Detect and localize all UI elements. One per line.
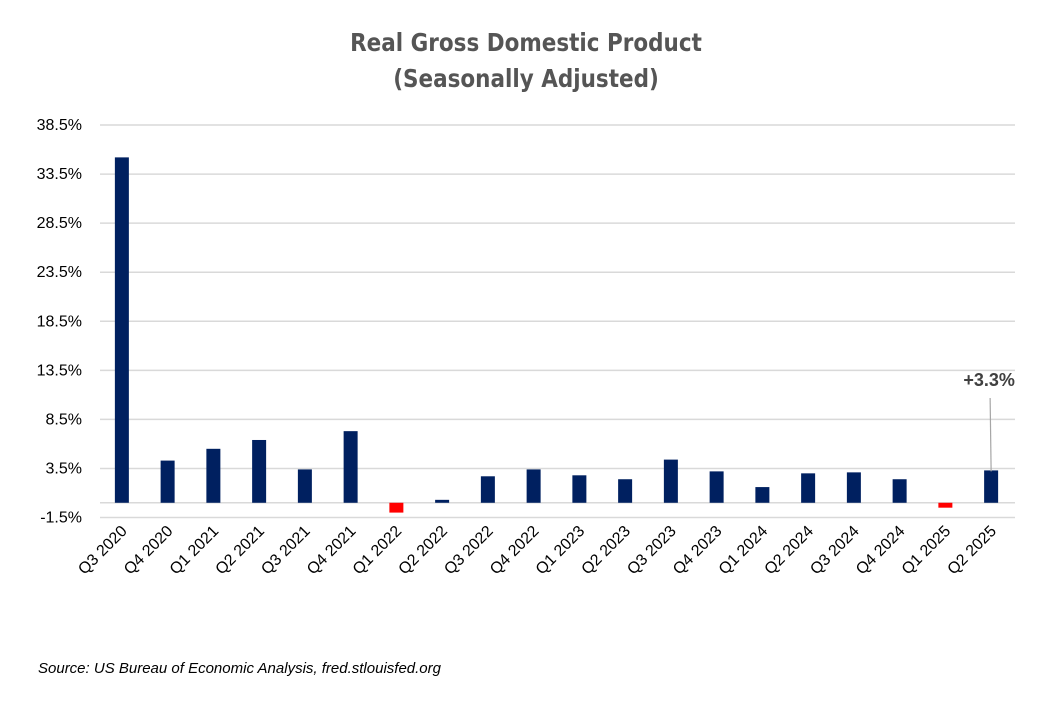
bar [297, 469, 312, 503]
bar [618, 479, 633, 503]
y-tick-label: 38.5% [37, 117, 82, 134]
x-tick-label: Q4 2022 [487, 523, 542, 578]
x-tick-label: Q4 2021 [304, 523, 359, 578]
y-tick-label: 23.5% [37, 264, 82, 281]
x-tick-label: Q2 2022 [396, 523, 451, 578]
y-tick-label: 28.5% [37, 215, 82, 232]
x-tick-label: Q2 2024 [762, 523, 817, 578]
y-tick-label: 33.5% [37, 166, 82, 183]
bar [663, 459, 678, 503]
bar [892, 479, 907, 503]
bar [252, 439, 267, 503]
source-note: Source: US Bureau of Economic Analysis, … [38, 660, 441, 677]
annotation-leader [989, 397, 992, 472]
x-tick-label: Q4 2020 [121, 523, 176, 578]
annotation-label: +3.3% [963, 370, 1015, 390]
x-tick-label: Q1 2024 [716, 523, 771, 578]
x-tick-label: Q4 2023 [670, 523, 725, 578]
bar [984, 470, 999, 503]
x-tick-label: Q1 2023 [533, 523, 588, 578]
x-tick-label: Q4 2024 [853, 523, 908, 578]
x-tick-label: Q1 2025 [899, 523, 954, 578]
y-tick-label: 18.5% [37, 313, 82, 330]
bar [572, 475, 587, 503]
x-tick-label: Q3 2023 [624, 523, 679, 578]
x-tick-label: Q2 2023 [579, 523, 634, 578]
bar [389, 502, 404, 513]
bar [435, 499, 450, 503]
bar [801, 473, 816, 503]
x-tick-label: Q3 2020 [75, 523, 130, 578]
bar [938, 502, 953, 508]
chart-title: Real Gross Domestic Product [350, 28, 702, 57]
bar [526, 469, 541, 503]
y-tick-label: 8.5% [46, 411, 82, 428]
bar [709, 471, 724, 503]
bar [206, 448, 221, 503]
x-tick-label: Q1 2021 [167, 523, 222, 578]
x-tick-label: Q3 2022 [441, 523, 496, 578]
y-tick-label: 3.5% [46, 460, 82, 477]
bar [343, 431, 358, 503]
x-tick-label: Q3 2024 [807, 523, 862, 578]
x-tick-label: Q2 2021 [213, 523, 268, 578]
bar [114, 157, 129, 503]
bar [160, 460, 175, 503]
bar [480, 476, 495, 503]
chart-subtitle: (Seasonally Adjusted) [393, 64, 659, 93]
bar [846, 472, 861, 503]
x-tick-label: Q1 2022 [350, 523, 405, 578]
y-tick-label: 13.5% [37, 362, 82, 379]
x-tick-label: Q3 2021 [258, 523, 313, 578]
x-tick-label: Q2 2025 [945, 523, 1000, 578]
bar [755, 487, 770, 503]
y-tick-label: -1.5% [40, 510, 82, 527]
